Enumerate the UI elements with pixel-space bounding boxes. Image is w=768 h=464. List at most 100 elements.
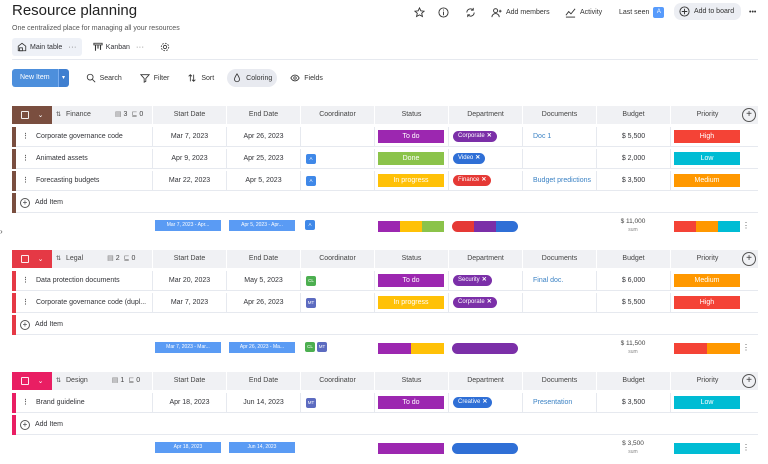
add-item-row[interactable]: + Add Item — [12, 193, 758, 213]
tab-options-icon[interactable]: ··· — [135, 43, 145, 51]
add-column-icon[interactable]: + — [742, 108, 756, 122]
status-cell[interactable]: To do — [374, 127, 448, 147]
sync-icon[interactable] — [465, 4, 476, 20]
department-tag[interactable]: Corporate ✕ — [453, 297, 497, 308]
status-badge[interactable]: In progress — [378, 296, 444, 309]
new-item-label[interactable]: New Item — [12, 69, 58, 87]
column-header-coordinator[interactable]: Coordinator — [300, 106, 374, 124]
add-column-icon[interactable]: + — [742, 374, 756, 388]
close-icon[interactable]: ✕ — [481, 177, 487, 183]
new-item-button[interactable]: New Item ▾ — [12, 69, 69, 87]
priority-cell[interactable]: Low — [670, 393, 744, 413]
department-tag[interactable]: Corporate ✕ — [453, 131, 497, 142]
group-checkbox[interactable] — [20, 255, 29, 263]
column-header-end-date[interactable]: End Date — [226, 372, 300, 390]
column-header-department[interactable]: Department — [448, 250, 522, 268]
document-link[interactable] — [522, 149, 596, 169]
fields-button[interactable]: Fields — [285, 69, 328, 87]
coordinator-cell[interactable]: A — [300, 171, 374, 191]
coordinator-cell[interactable]: MT — [300, 393, 374, 413]
row-menu-icon[interactable]: ⋮ — [22, 299, 29, 306]
sidebar-toggle-icon[interactable]: › — [0, 227, 3, 236]
column-header-status[interactable]: Status — [374, 372, 448, 390]
status-cell[interactable]: In progress — [374, 171, 448, 191]
tab-options-icon[interactable]: ··· — [68, 43, 77, 51]
document-link[interactable] — [522, 293, 596, 313]
close-icon[interactable]: ✕ — [481, 277, 487, 283]
status-cell[interactable]: In progress — [374, 293, 448, 313]
item-name[interactable]: Animated assets — [36, 155, 88, 162]
chevron-down-icon[interactable]: ⌄ — [37, 112, 44, 119]
column-header-priority[interactable]: Priority — [670, 250, 744, 268]
priority-badge[interactable]: Medium — [674, 274, 740, 287]
start-date-cell[interactable]: Mar 7, 2023 — [152, 127, 226, 147]
start-date-cell[interactable]: Mar 20, 2023 — [152, 271, 226, 291]
department-tag[interactable]: Security ✕ — [453, 275, 492, 286]
coordinator-cell[interactable] — [300, 127, 374, 147]
column-header-budget[interactable]: Budget — [596, 106, 670, 124]
status-badge[interactable]: In progress — [378, 174, 444, 187]
priority-cell[interactable]: High — [670, 293, 744, 313]
row-menu-icon[interactable]: ⋮ — [22, 277, 29, 284]
department-cell[interactable]: Creative ✕ — [448, 393, 522, 413]
star-icon[interactable] — [414, 4, 425, 20]
coordinator-cell[interactable]: CL — [300, 271, 374, 291]
column-header-coordinator[interactable]: Coordinator — [300, 250, 374, 268]
group-collapse[interactable]: ⌄ — [12, 372, 52, 390]
priority-cell[interactable]: Low — [670, 149, 744, 169]
budget-cell[interactable]: $ 5,500 — [596, 127, 670, 147]
row-menu-icon[interactable]: ⋮ — [22, 155, 29, 162]
status-cell[interactable]: To do — [374, 271, 448, 291]
end-date-cell[interactable]: Apr 5, 2023 — [226, 171, 300, 191]
table-row[interactable]: ⋮ Data protection documents Mar 20, 2023 Ma… — [12, 271, 758, 291]
filter-button[interactable]: Filter — [135, 69, 175, 87]
new-item-dropdown-icon[interactable]: ▾ — [57, 69, 69, 87]
column-header-start-date[interactable]: Start Date — [152, 106, 226, 124]
budget-cell[interactable]: $ 3,500 — [596, 393, 670, 413]
drag-handle-icon[interactable]: ⇅ — [56, 256, 62, 262]
group-title[interactable]: Finance ▤ 3 ⊑ 0 ⇅ — [56, 106, 143, 124]
column-header-budget[interactable]: Budget — [596, 372, 670, 390]
end-date-cell[interactable]: Jun 14, 2023 — [226, 393, 300, 413]
table-row[interactable]: ⋮ Animated assets Apr 9, 2023 Apr 25, 2023 A… — [12, 149, 758, 169]
budget-cell[interactable]: $ 3,500 — [596, 171, 670, 191]
document-link[interactable]: Doc 1 — [522, 127, 596, 147]
add-item-icon[interactable]: + — [20, 420, 30, 430]
close-icon[interactable]: ✕ — [482, 399, 488, 405]
status-badge[interactable]: Done — [378, 152, 444, 165]
end-date-cell[interactable]: May 5, 2023 — [226, 271, 300, 291]
priority-cell[interactable]: Medium — [670, 171, 744, 191]
item-name[interactable]: Brand guideline — [36, 399, 85, 406]
chevron-down-icon[interactable]: ⌄ — [37, 378, 44, 385]
coordinator-cell[interactable]: A — [300, 149, 374, 169]
add-item-label[interactable]: Add Item — [35, 421, 64, 428]
priority-badge[interactable]: Medium — [674, 174, 740, 187]
table-row[interactable]: ⋮ Corporate governance code Mar 7, 2023 Apr… — [12, 127, 758, 147]
table-row[interactable]: ⋮ Brand guideline Apr 18, 2023 Jun 14, 2023… — [12, 393, 758, 413]
group-checkbox[interactable] — [20, 377, 29, 385]
add-to-board-button[interactable]: Add to board — [674, 3, 742, 20]
end-date-cell[interactable]: Apr 25, 2023 — [226, 149, 300, 169]
item-name[interactable]: Corporate governance code — [36, 133, 123, 140]
tab-main-table[interactable]: Main table ··· — [12, 38, 82, 56]
row-menu-icon[interactable]: ⋮ — [22, 133, 29, 140]
summary-options-icon[interactable]: ⋮ — [742, 221, 750, 230]
add-item-label[interactable]: Add Item — [35, 199, 64, 206]
start-date-cell[interactable]: Mar 22, 2023 — [152, 171, 226, 191]
document-link[interactable]: Budget predictions — [522, 171, 596, 191]
add-column-icon[interactable]: + — [742, 252, 756, 266]
column-header-coordinator[interactable]: Coordinator — [300, 372, 374, 390]
department-tag[interactable]: Creative ✕ — [453, 397, 493, 408]
add-item-icon[interactable]: + — [20, 320, 30, 330]
table-row[interactable]: ⋮ Forecasting budgets Mar 22, 2023 Apr 5, 2… — [12, 171, 758, 191]
priority-badge[interactable]: High — [674, 296, 740, 309]
department-tag[interactable]: Video ✕ — [453, 153, 486, 164]
column-header-start-date[interactable]: Start Date — [152, 250, 226, 268]
group-collapse[interactable]: ⌄ — [12, 106, 52, 124]
column-header-end-date[interactable]: End Date — [226, 106, 300, 124]
summary-options-icon[interactable]: ⋮ — [742, 343, 750, 352]
close-icon[interactable]: ✕ — [486, 133, 492, 139]
add-item-row[interactable]: + Add Item — [12, 315, 758, 335]
drag-handle-icon[interactable]: ⇅ — [56, 112, 62, 118]
status-badge[interactable]: To do — [378, 274, 444, 287]
